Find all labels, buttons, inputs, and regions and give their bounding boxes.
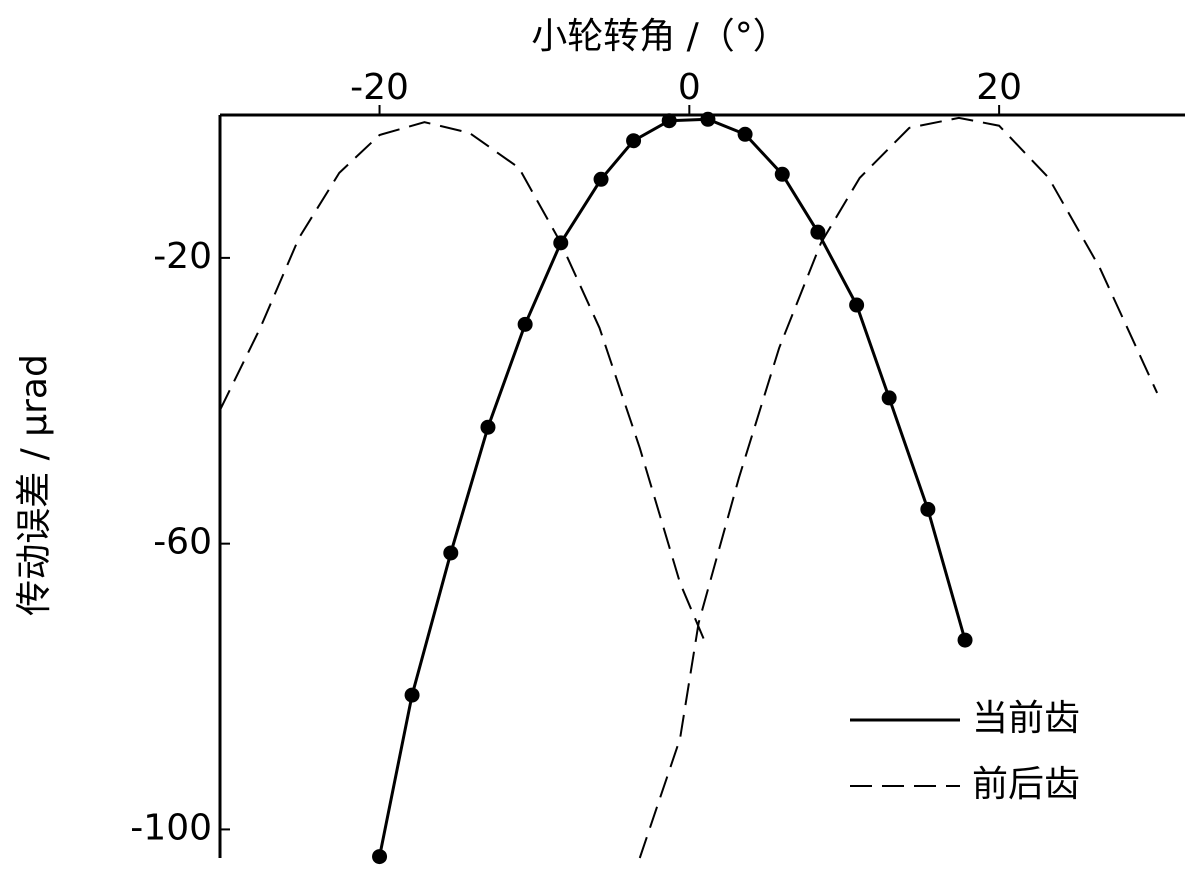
data-point (480, 419, 496, 435)
data-point (920, 501, 936, 517)
data-point (661, 113, 677, 129)
data-point (404, 687, 420, 703)
data-point (881, 390, 897, 406)
data-point (810, 224, 826, 240)
data-point (737, 126, 753, 142)
x-tick-label: -20 (350, 67, 409, 108)
legend-label: 前后齿 (972, 764, 1080, 805)
data-point (443, 545, 459, 561)
data-point (774, 166, 790, 182)
y-axis-label: 传动误差 / μrad (14, 354, 55, 616)
data-point (700, 111, 716, 127)
data-point (593, 171, 609, 187)
legend-label: 当前齿 (972, 698, 1080, 739)
x-axis-label: 小轮转角 /（°） (531, 16, 789, 57)
y-tick-label: -100 (130, 807, 212, 848)
series-line (219, 116, 1159, 859)
data-point (517, 316, 533, 332)
data-point (849, 297, 865, 313)
x-tick-label: 0 (678, 67, 701, 108)
x-tick-label: 20 (976, 67, 1022, 108)
data-point (957, 632, 973, 648)
y-tick-label: -20 (153, 236, 212, 277)
series-line (378, 117, 967, 857)
data-point (372, 849, 388, 865)
data-point (626, 133, 642, 149)
y-tick-label: -60 (153, 522, 212, 563)
